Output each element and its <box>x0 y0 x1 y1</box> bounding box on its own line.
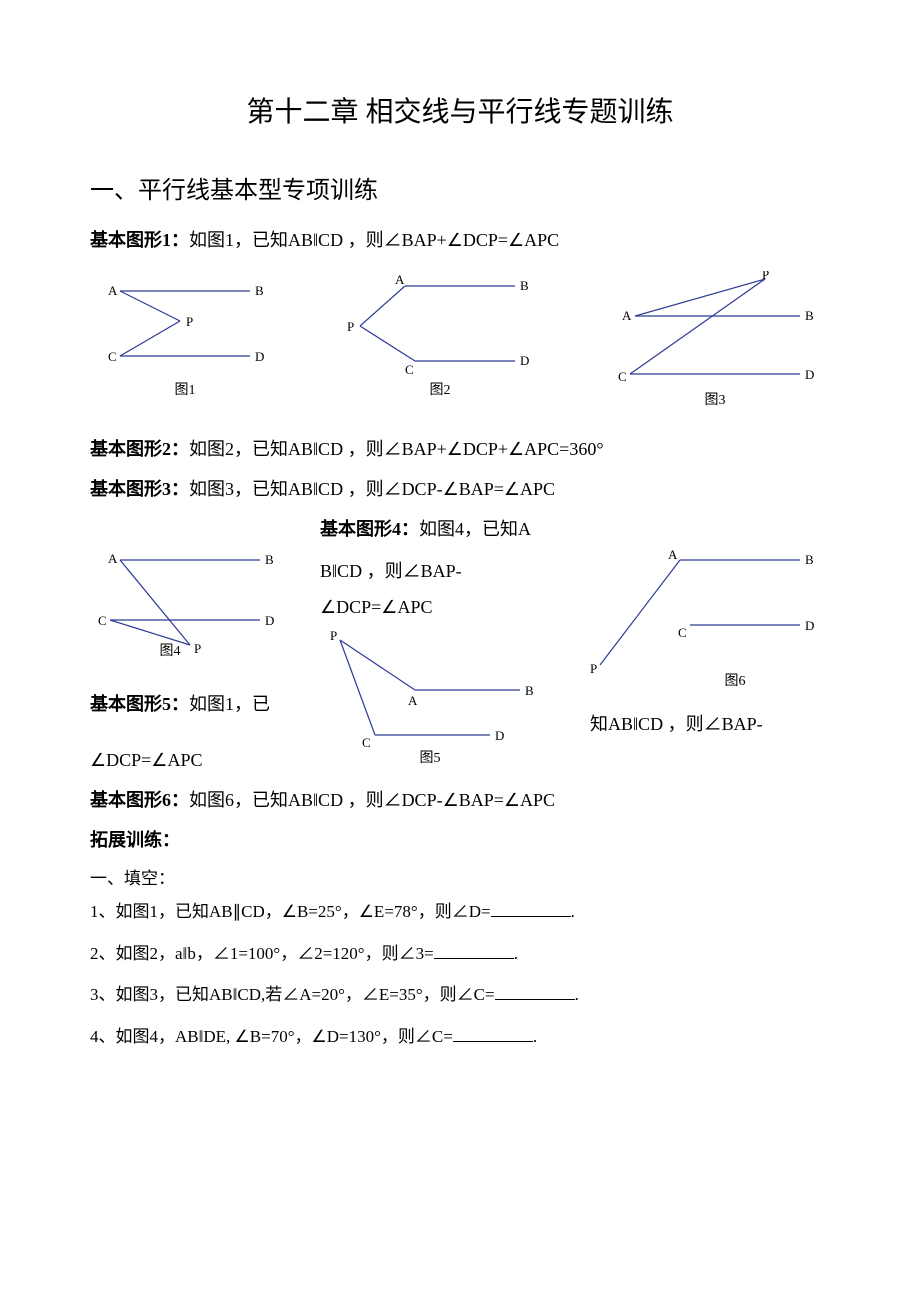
figure-1-caption: 图1 <box>175 379 196 399</box>
svg-text:P: P <box>762 271 769 282</box>
shape6-text: 如图6，已知AB‖CD ，则∠DCP-∠BAP=∠APC <box>189 790 555 810</box>
wrapped-section: 基本图形4：如图4，已知A B‖CD ，则∠BAP- ∠DCP=∠APC A B… <box>90 515 830 775</box>
shape4-label: 基本图形4： <box>320 519 419 539</box>
svg-text:B: B <box>265 552 274 567</box>
figure-1-svg: A B P C D <box>90 271 280 381</box>
svg-text:A: A <box>108 283 118 298</box>
figure-2-caption: 图2 <box>430 379 451 399</box>
figure-2: A B P C D 图2 <box>335 271 545 399</box>
svg-text:P: P <box>347 319 354 334</box>
exercise-1-text: 1、如图1，已知AB∥CD，∠B=25°，∠E=78°，则∠D= <box>90 902 491 921</box>
svg-text:B: B <box>805 552 814 567</box>
exercise-2: 2、如图2，a‖b，∠1=100°，∠2=120°，则∠3=. <box>90 941 830 967</box>
svg-text:D: D <box>255 349 264 364</box>
svg-text:C: C <box>98 613 107 628</box>
svg-text:D: D <box>805 618 814 633</box>
figure-2-svg: A B P C D <box>335 271 545 381</box>
exercise-1: 1、如图1，已知AB∥CD，∠B=25°，∠E=78°，则∠D=. <box>90 899 830 925</box>
svg-text:P: P <box>330 628 337 643</box>
shape2-label: 基本图形2： <box>90 439 189 459</box>
svg-text:D: D <box>265 613 274 628</box>
svg-text:D: D <box>805 367 814 382</box>
figure-5-svg: P A B C D <box>320 625 540 755</box>
figure-6-caption: 图6 <box>725 670 746 690</box>
blank-1 <box>491 899 571 917</box>
shape3-desc: 基本图形3：如图3，已知AB‖CD ，则∠DCP-∠BAP=∠APC <box>90 474 830 505</box>
svg-text:A: A <box>622 308 632 323</box>
shape6-label: 基本图形6： <box>90 790 189 810</box>
shape1-desc: 基本图形1：如图1，已知AB‖CD ，则∠BAP+∠DCP=∠APC <box>90 225 830 256</box>
shape6-desc: 基本图形6：如图6，已知AB‖CD ，则∠DCP-∠BAP=∠APC <box>90 785 830 816</box>
shape2-text: 如图2，已知AB‖CD ，则∠BAP+∠DCP+∠APC=360° <box>189 439 604 459</box>
shape5-label: 基本图形5： <box>90 694 189 714</box>
extension-heading: 拓展训练： <box>90 825 830 856</box>
svg-text:A: A <box>668 547 678 562</box>
shape5-line1: 基本图形5：如图1，已 <box>90 690 270 716</box>
shape2-desc: 基本图形2：如图2，已知AB‖CD ，则∠BAP+∠DCP+∠APC=360° <box>90 434 830 465</box>
svg-text:B: B <box>805 308 814 323</box>
exercise-2-text: 2、如图2，a‖b，∠1=100°，∠2=120°，则∠3= <box>90 944 434 963</box>
figure-3-svg: P A B C D <box>600 271 830 391</box>
figure-5: P A B C D 图5 <box>320 625 540 767</box>
svg-text:C: C <box>678 625 687 640</box>
svg-text:D: D <box>495 728 504 743</box>
svg-text:C: C <box>405 362 414 377</box>
svg-text:D: D <box>520 353 529 368</box>
svg-text:P: P <box>194 641 201 655</box>
shape3-text: 如图3，已知AB‖CD ，则∠DCP-∠BAP=∠APC <box>189 479 555 499</box>
svg-text:B: B <box>520 278 529 293</box>
figure-6-svg: A B C D P <box>590 545 830 675</box>
svg-text:B: B <box>255 283 264 298</box>
blank-3 <box>495 982 575 1000</box>
svg-text:C: C <box>362 735 371 750</box>
shape5-line3: ∠DCP=∠APC <box>90 750 202 771</box>
exercise-3: 3、如图3，已知AB‖CD,若∠A=20°，∠E=35°，则∠C=. <box>90 982 830 1008</box>
svg-text:C: C <box>618 369 627 384</box>
figure-5-caption: 图5 <box>420 747 441 767</box>
figure-1: A B P C D 图1 <box>90 271 280 399</box>
figure-4-caption: 图4 <box>160 640 181 660</box>
blank-4 <box>453 1024 533 1042</box>
exercise-4: 4、如图4，AB‖DE, ∠B=70°，∠D=130°，则∠C=. <box>90 1024 830 1050</box>
exercises: 一、填空： 1、如图1，已知AB∥CD，∠B=25°，∠E=78°，则∠D=. … <box>90 866 830 1050</box>
shape5-line2: 知AB‖CD ，则∠BAP- <box>590 710 763 736</box>
figure-3-caption: 图3 <box>705 389 726 409</box>
figure-3: P A B C D 图3 <box>600 271 830 409</box>
shape1-text: 如图1，已知AB‖CD ，则∠BAP+∠DCP=∠APC <box>189 230 559 250</box>
svg-text:P: P <box>590 661 597 675</box>
svg-text:C: C <box>108 349 117 364</box>
blank-2 <box>434 941 514 959</box>
shape4-line3: ∠DCP=∠APC <box>320 597 432 618</box>
figure-4-svg: A B C D P <box>90 545 290 655</box>
figure-6: A B C D P 图6 <box>590 545 830 690</box>
shape1-label: 基本图形1： <box>90 230 189 250</box>
svg-text:P: P <box>186 314 193 329</box>
exercise-4-text: 4、如图4，AB‖DE, ∠B=70°，∠D=130°，则∠C= <box>90 1027 453 1046</box>
chapter-title: 第十二章 相交线与平行线专题训练 <box>90 90 830 130</box>
svg-text:A: A <box>408 693 418 708</box>
fill-heading: 一、填空： <box>90 866 830 892</box>
shape3-label: 基本图形3： <box>90 479 189 499</box>
figure-4: A B C D P 图4 <box>90 545 290 660</box>
shape4-line1: 基本图形4：如图4，已知A <box>320 515 531 541</box>
section-heading: 一、平行线基本型专项训练 <box>90 170 830 205</box>
figures-row-1: A B P C D 图1 A B P C D 图2 P A <box>90 271 830 409</box>
shape4-line2: B‖CD ，则∠BAP- <box>320 557 462 583</box>
exercise-3-text: 3、如图3，已知AB‖CD,若∠A=20°，∠E=35°，则∠C= <box>90 985 495 1004</box>
svg-text:A: A <box>395 272 405 287</box>
svg-text:B: B <box>525 683 534 698</box>
svg-text:A: A <box>108 551 118 566</box>
